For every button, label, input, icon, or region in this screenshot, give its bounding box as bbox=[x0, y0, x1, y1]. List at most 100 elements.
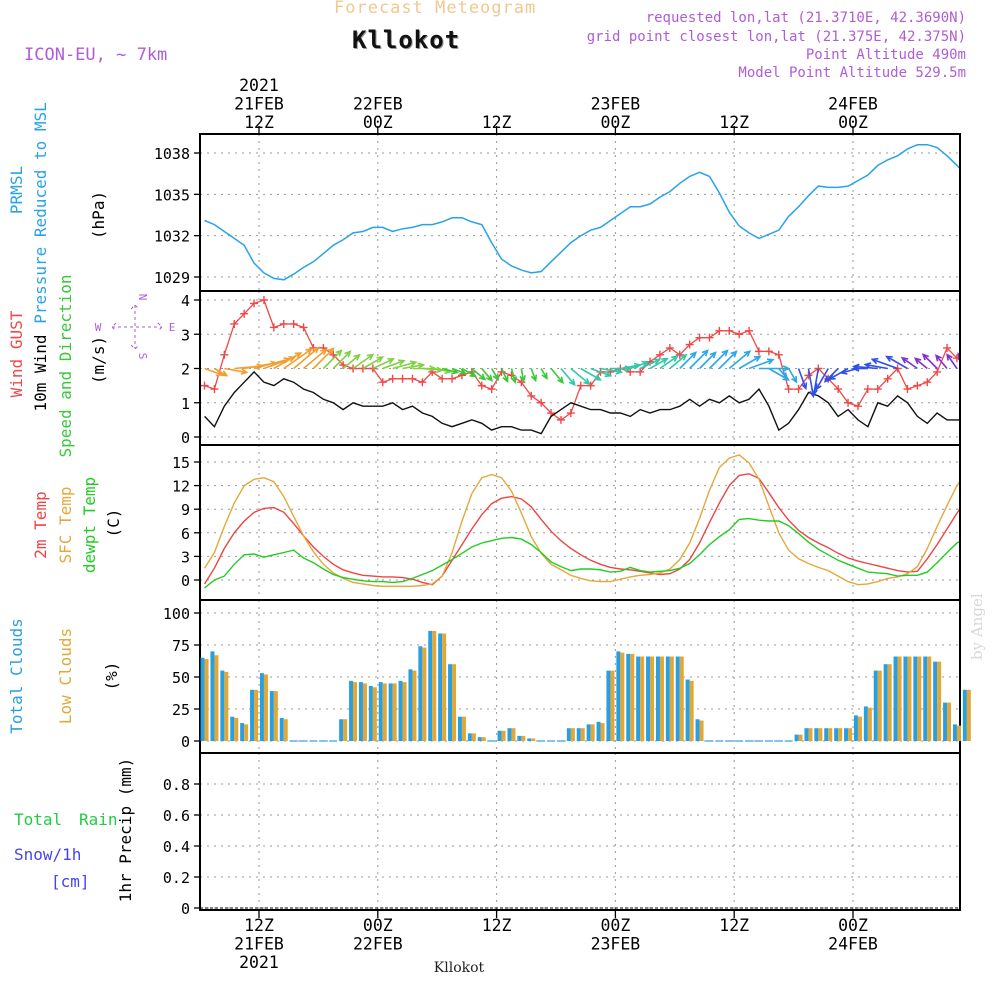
wind-arrow bbox=[432, 367, 451, 373]
wind-arrow-head bbox=[946, 353, 953, 361]
cloud-bar-total bbox=[220, 670, 225, 741]
wind-arrow bbox=[718, 350, 737, 370]
cloud-bar-total bbox=[794, 734, 799, 741]
cloud-bar-total bbox=[636, 656, 641, 741]
wind-arrow bbox=[224, 367, 247, 374]
wind-arrow bbox=[698, 351, 717, 370]
gust-marker bbox=[220, 350, 229, 359]
wind-arrow bbox=[530, 368, 537, 381]
gust-marker bbox=[695, 333, 704, 342]
gust-marker bbox=[725, 326, 734, 335]
gust-marker bbox=[230, 319, 239, 328]
wind-arrow-head bbox=[492, 373, 499, 382]
wind-arrow bbox=[886, 355, 908, 370]
cloud-bar-total bbox=[497, 730, 502, 741]
gust-marker bbox=[329, 350, 338, 359]
gust-marker bbox=[774, 350, 783, 359]
time-label-bottom: 00Z bbox=[600, 916, 630, 935]
gust-marker bbox=[794, 385, 803, 394]
cloud-bar-total bbox=[844, 728, 849, 741]
wind-arrow bbox=[659, 355, 678, 370]
wind-arrow bbox=[872, 358, 898, 370]
axis-label-prmsl: PRMSL bbox=[7, 166, 26, 214]
cloud-bar-total bbox=[943, 702, 948, 741]
cloud-bar-total bbox=[358, 682, 363, 741]
gust-marker bbox=[438, 374, 447, 383]
cloud-bar-low bbox=[937, 661, 942, 741]
axis-label-c: (C) bbox=[104, 509, 123, 538]
wind-arrow-head bbox=[459, 368, 468, 375]
cloud-bar-total bbox=[349, 680, 354, 741]
gust-marker bbox=[378, 378, 387, 387]
wind-arrow bbox=[679, 351, 697, 370]
gust-marker bbox=[952, 354, 959, 363]
time-label-top: 00Z bbox=[600, 113, 630, 132]
time-label-top: 12Z bbox=[482, 113, 512, 132]
cloud-bar-low bbox=[442, 633, 447, 741]
cloud-bar-low bbox=[917, 656, 922, 741]
cloud-bar-low bbox=[471, 733, 476, 741]
wind-arrow bbox=[748, 359, 774, 370]
wind-arrow-head bbox=[541, 372, 548, 380]
wind-arrow bbox=[451, 367, 466, 375]
gust-marker bbox=[735, 330, 744, 339]
cloud-bar-total bbox=[477, 737, 482, 741]
y-tick-label: 3 bbox=[181, 326, 190, 344]
compass-rose bbox=[111, 304, 163, 350]
cloud-bar-low bbox=[244, 724, 249, 741]
cloud-bar-total bbox=[873, 670, 878, 741]
wind-arrow-head bbox=[721, 349, 729, 357]
wind-arrow-head bbox=[583, 378, 591, 386]
gust-marker bbox=[279, 319, 288, 328]
wind-arrow-head bbox=[753, 355, 762, 362]
wind-arrow bbox=[402, 364, 424, 370]
wind-arrow bbox=[500, 368, 509, 382]
gust-marker bbox=[923, 378, 932, 387]
time-label-top: 2021 bbox=[239, 76, 279, 95]
wind-arrow bbox=[865, 363, 888, 370]
wind-arrow-head bbox=[828, 373, 836, 381]
time-label-bottom: 24FEB bbox=[828, 935, 878, 954]
cloud-bar-low bbox=[669, 656, 674, 741]
gust-marker bbox=[655, 350, 664, 359]
requested-coords: requested lon,lat (21.3710E, 42.3690N) bbox=[645, 10, 966, 26]
wind-arrow-head bbox=[800, 382, 808, 391]
wind-arrow bbox=[372, 358, 394, 370]
y-tick-label: 0 bbox=[181, 429, 190, 447]
footer-location: Kllokot bbox=[434, 960, 485, 976]
wind-arrow-head bbox=[344, 350, 352, 358]
wind-arrow-head bbox=[327, 347, 335, 355]
wind-arrow-head bbox=[312, 346, 320, 354]
cloud-bar-total bbox=[378, 682, 383, 741]
wind-arrow bbox=[490, 368, 499, 380]
wind-arrow-head bbox=[568, 378, 576, 387]
cloud-bar-low bbox=[679, 656, 684, 741]
gust-marker bbox=[844, 398, 853, 407]
wind-arrow-head bbox=[934, 354, 942, 362]
cloud-bar-total bbox=[507, 728, 512, 741]
y-tick-label: 3 bbox=[181, 548, 190, 566]
cloud-bar-low bbox=[372, 687, 377, 741]
wind-arrow-head bbox=[815, 383, 822, 391]
y-tick-label: 0 bbox=[181, 572, 190, 590]
cloud-bar-total bbox=[685, 679, 690, 741]
panel-frame bbox=[199, 444, 961, 601]
gust-marker bbox=[705, 333, 714, 342]
wind-arrow bbox=[738, 355, 761, 370]
wind-arrow bbox=[362, 356, 383, 370]
wind-arrow-head bbox=[863, 362, 872, 369]
gust-marker bbox=[408, 374, 417, 383]
model-altitude: Model Point Altitude 529.5m bbox=[738, 65, 966, 81]
cloud-bar-total bbox=[269, 691, 274, 741]
point-altitude: Point Altitude 490m bbox=[805, 47, 966, 63]
legend-rain: Rain bbox=[79, 810, 118, 829]
cloud-bar-low bbox=[640, 656, 645, 741]
cloud-bar-total bbox=[586, 724, 591, 741]
cloud-bar-total bbox=[368, 685, 373, 741]
gust-marker bbox=[576, 381, 585, 390]
wind-arrow-head bbox=[353, 353, 361, 361]
gust-marker bbox=[537, 398, 546, 407]
wind-arrow bbox=[560, 367, 576, 386]
time-label-top: 22FEB bbox=[353, 95, 403, 114]
wind-arrow-head bbox=[294, 352, 303, 359]
